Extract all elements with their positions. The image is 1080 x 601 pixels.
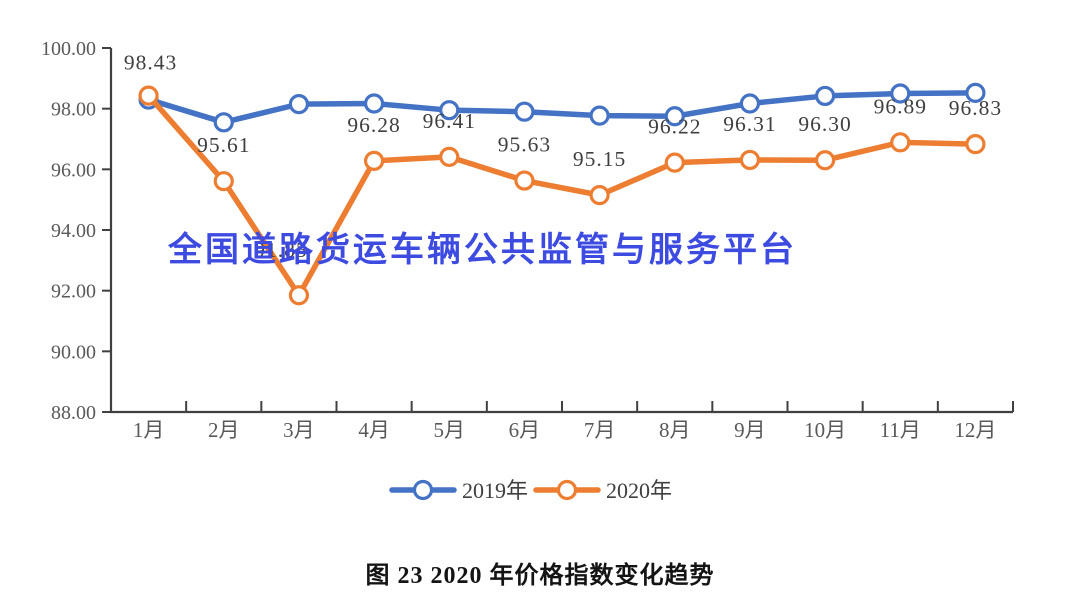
data-point-marker — [739, 149, 761, 171]
data-point-marker — [890, 83, 911, 104]
y-tick-label: 98.00 — [51, 99, 96, 121]
data-point-marker — [664, 152, 685, 173]
data-point-label: 98.43 — [124, 51, 177, 75]
watermark-text: 全国道路货运车辆公共监管与服务平台 — [167, 230, 797, 269]
legend-item-2020年: 2020年 — [533, 478, 672, 503]
data-point-label: 96.41 — [423, 109, 476, 133]
data-point-marker — [514, 101, 535, 122]
x-tick-label: 3月 — [283, 418, 315, 442]
data-point-label: 96.30 — [798, 112, 851, 136]
price-index-line-chart: 88.00 90.00 92.00 94.00 96.00 98.00 100.00 1月 2月… — [41, 38, 1014, 503]
data-point-marker — [514, 170, 535, 191]
series-2019年 — [138, 82, 986, 133]
y-tick-label: 88.00 — [51, 402, 96, 424]
legend-swatch-marker — [412, 479, 434, 501]
y-tick-label: 100.00 — [41, 38, 96, 60]
series-line — [145, 92, 979, 298]
x-tick-label: 11月 — [880, 418, 921, 442]
y-tick-label: 94.00 — [51, 220, 96, 242]
data-point-label: 95.61 — [197, 133, 250, 157]
data-point-marker — [589, 185, 610, 206]
data-point-marker — [288, 94, 310, 115]
data-point-marker — [965, 134, 986, 155]
legend-item-2019年: 2019年 — [389, 478, 528, 503]
chart-legend: 2019年 2020年 — [389, 478, 672, 503]
chart-series: 98.43 95.61 91.85 96.28 96.41 95.63 95.15 96.22… — [124, 51, 1002, 306]
chart-axes: 88.00 90.00 92.00 94.00 96.00 98.00 100.00 1月 2月… — [41, 38, 1014, 442]
legend-swatch-marker — [556, 479, 578, 501]
data-point-marker — [213, 112, 234, 133]
x-tick-label: 12月 — [954, 418, 996, 442]
x-tick-label: 4月 — [358, 418, 390, 442]
data-point-label: 95.63 — [498, 133, 551, 157]
data-point-marker — [965, 82, 986, 103]
data-point-marker — [439, 146, 460, 167]
data-point-marker — [890, 132, 911, 153]
data-point-label: 96.31 — [723, 112, 776, 136]
data-point-marker — [814, 150, 836, 171]
x-tick-label: 2月 — [208, 418, 240, 442]
data-point-marker — [739, 93, 761, 114]
legend-label: 2019年 — [462, 478, 528, 503]
data-point-label: 91.85 — [254, 238, 307, 262]
data-point-label: 96.89 — [874, 94, 927, 118]
x-tick-label: 1月 — [133, 418, 165, 442]
legend-label: 2020年 — [606, 478, 672, 503]
data-point-marker — [814, 85, 836, 107]
data-point-marker — [363, 93, 385, 114]
data-point-label: 95.15 — [573, 147, 626, 171]
x-tick-label: 8月 — [659, 418, 691, 442]
data-point-label: 96.22 — [648, 115, 701, 139]
x-tick-label: 10月 — [804, 418, 846, 442]
series-line — [145, 90, 979, 126]
data-point-marker — [288, 285, 310, 306]
data-point-marker — [363, 150, 385, 171]
data-point-marker — [138, 85, 159, 106]
x-tick-label: 9月 — [734, 418, 766, 442]
data-point-marker — [664, 106, 685, 127]
data-point-label: 96.83 — [949, 96, 1002, 120]
figure-caption: 图 23 2020 年价格指数变化趋势 — [365, 563, 715, 589]
data-point-marker — [589, 105, 610, 126]
data-point-marker — [213, 171, 234, 192]
y-tick-label: 96.00 — [51, 159, 96, 181]
y-tick-label: 90.00 — [51, 341, 96, 363]
x-tick-label: 7月 — [584, 418, 616, 442]
series-2020年: 98.43 95.61 91.85 96.28 96.41 95.63 95.15 96.22… — [124, 51, 1002, 306]
x-tick-label: 5月 — [434, 418, 466, 442]
x-tick-label: 6月 — [509, 418, 541, 442]
data-point-marker — [439, 100, 460, 121]
data-point-label: 96.28 — [347, 113, 400, 137]
y-tick-label: 92.00 — [51, 281, 96, 303]
